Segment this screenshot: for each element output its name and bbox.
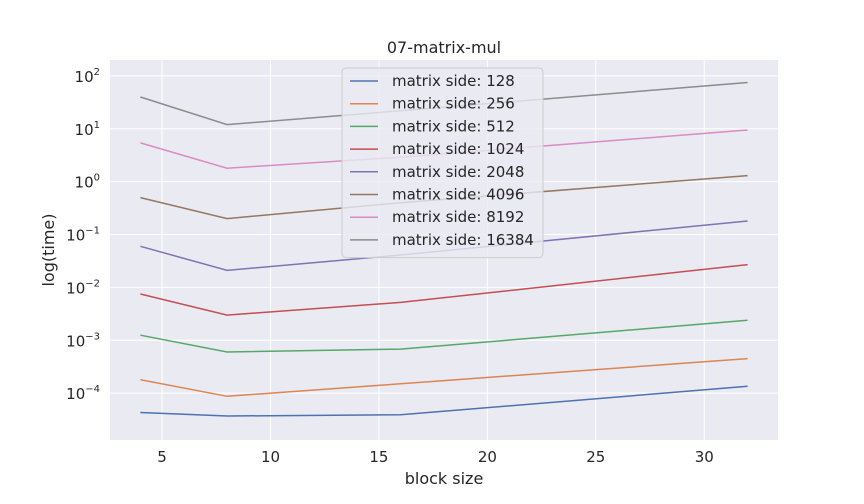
legend-label: matrix side: 512 [392, 117, 515, 135]
legend-label: matrix side: 8192 [392, 208, 524, 226]
series-line [140, 385, 748, 417]
series-line [140, 81, 748, 126]
series-line [140, 174, 748, 220]
y-tick-label: 100 [75, 173, 100, 192]
series-line [140, 263, 748, 316]
y-tick-label: 101 [75, 120, 100, 139]
y-tick-label: 10−3 [66, 331, 100, 350]
y-tick-label: 10−2 [66, 278, 100, 297]
legend-label: matrix side: 1024 [392, 140, 524, 158]
y-tick-label: 10−1 [66, 226, 100, 245]
x-tick-label: 30 [695, 448, 714, 466]
legend-label: matrix side: 128 [392, 72, 515, 90]
series-line [140, 129, 748, 169]
legend-label: matrix side: 16384 [392, 231, 534, 249]
legend-box [341, 67, 544, 259]
y-axis-label: log(time) [39, 213, 58, 286]
x-tick-label: 10 [261, 448, 280, 466]
x-tick-label: 5 [157, 448, 167, 466]
x-tick-label: 25 [586, 448, 605, 466]
y-tick-labels: 10−4 10−3 10−2 10−1 100 101 102 [66, 67, 100, 403]
x-axis-label: block size [405, 469, 484, 488]
y-tick-label: 10−4 [66, 384, 100, 403]
x-tick-label: 15 [369, 448, 388, 466]
series-line [140, 319, 748, 353]
y-tick-label: 102 [75, 67, 100, 86]
series-line [140, 357, 748, 398]
series-line [140, 220, 748, 272]
chart-title: 07-matrix-mul [387, 38, 501, 57]
legend-label: matrix side: 2048 [392, 163, 524, 181]
legend: matrix side: 128 matrix side: 256 matrix s… [341, 67, 544, 259]
legend-label: matrix side: 4096 [392, 186, 524, 204]
legend-label: matrix side: 256 [392, 95, 515, 113]
series-lines [140, 81, 748, 417]
x-tick-label: 20 [478, 448, 497, 466]
x-tick-labels: 5 10 15 20 25 30 [157, 448, 714, 466]
